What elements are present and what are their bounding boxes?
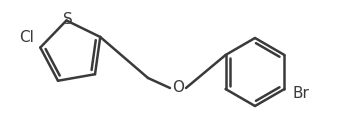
Text: S: S xyxy=(63,12,72,27)
Text: Cl: Cl xyxy=(19,30,34,45)
Text: Br: Br xyxy=(292,86,309,100)
Text: O: O xyxy=(172,80,184,95)
